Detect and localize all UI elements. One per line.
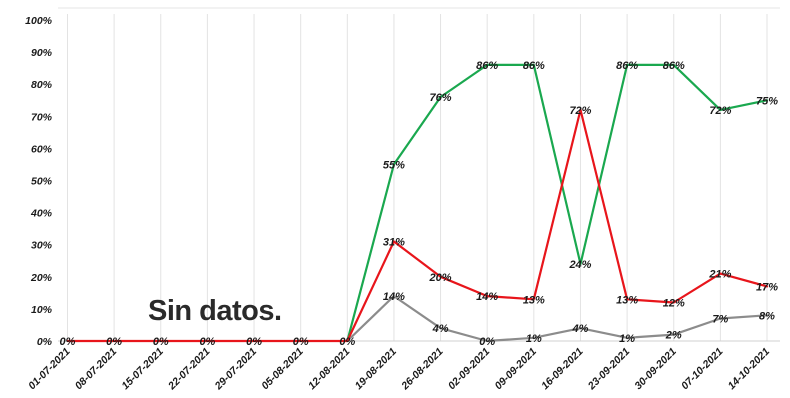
x-tick-label: 30-09-2021 (632, 346, 679, 393)
y-tick-label: 60% (31, 143, 53, 155)
y-tick-label: 10% (31, 304, 53, 316)
x-axis-ticks: 01-07-2021 08-07-2021 15-07-2021 22-07-2021… (26, 346, 772, 393)
data-label: 21% (708, 269, 731, 281)
data-label: 76% (430, 92, 452, 104)
y-tick-label: 50% (31, 176, 53, 188)
data-label: 14% (476, 291, 498, 303)
y-tick-label: 40% (30, 208, 53, 220)
data-label: 24% (568, 259, 591, 271)
data-label: 4% (432, 323, 449, 335)
x-tick-label: 22-07-2021 (165, 346, 212, 393)
data-label: 0% (293, 336, 309, 348)
data-label: 55% (383, 159, 405, 171)
no-data-annotation: Sin datos. (148, 295, 282, 327)
data-labels: 55% 76% 86% 86% 24% 86% 86% 72% 75% 0% 0% 0% 0% 0% 0% 0… (60, 60, 779, 348)
y-tick-label: 20% (30, 272, 53, 284)
x-tick-label: 05-08-2021 (259, 346, 306, 393)
x-tick-label: 02-09-2021 (446, 346, 493, 393)
data-label: 20% (429, 272, 452, 284)
x-tick-label: 19-08-2021 (353, 346, 400, 393)
data-label: 12% (663, 297, 685, 309)
data-label: 0% (479, 336, 495, 348)
series-line (346, 295, 769, 343)
y-tick-label: 80% (31, 79, 53, 91)
data-label: 72% (569, 105, 591, 117)
data-label: 1% (526, 333, 542, 345)
data-label: 0% (199, 336, 215, 348)
y-tick-label: 0% (37, 336, 53, 348)
data-label: 13% (523, 294, 545, 306)
data-label: 2% (665, 330, 682, 342)
x-tick-label: 07-10-2021 (679, 346, 726, 393)
data-label: 72% (709, 105, 731, 117)
y-tick-label: 100% (25, 15, 53, 27)
data-label: 86% (616, 60, 638, 72)
x-tick-label: 15-07-2021 (119, 346, 166, 393)
data-label: 4% (572, 323, 589, 335)
data-label: 14% (383, 291, 405, 303)
data-label: 86% (523, 60, 545, 72)
data-label: 0% (60, 336, 76, 348)
series-lines (66, 63, 769, 343)
data-label: 17% (756, 281, 778, 293)
x-tick-label: 26-08-2021 (399, 346, 446, 393)
data-label: 86% (476, 60, 498, 72)
x-tick-label: 09-09-2021 (492, 346, 539, 393)
data-label: 86% (663, 60, 685, 72)
y-tick-label: 30% (31, 240, 53, 252)
data-label: 13% (616, 294, 638, 306)
x-tick-label: 29-07-2021 (212, 346, 259, 393)
series-line (66, 108, 769, 343)
x-tick-label: 01-07-2021 (26, 346, 73, 393)
data-label: 7% (712, 314, 728, 326)
data-label: 0% (339, 336, 355, 348)
x-tick-label: 12-08-2021 (306, 346, 353, 393)
y-tick-label: 70% (31, 111, 53, 123)
x-tick-label: 08-07-2021 (73, 346, 120, 393)
data-label: 0% (106, 336, 122, 348)
data-label: 0% (153, 336, 169, 348)
data-label: 75% (756, 95, 778, 107)
data-label: 8% (759, 310, 775, 322)
y-axis-ticks: 0% 10% 20% 30% 40% 50% 60% 70% 80% 90% 100% (25, 15, 53, 348)
x-tick-label: 23-09-2021 (585, 346, 632, 393)
x-tick-label: 14-10-2021 (726, 346, 773, 393)
x-tick-label: 16-09-2021 (539, 346, 586, 393)
data-label: 0% (246, 336, 262, 348)
series-line (346, 63, 769, 343)
data-label: 1% (619, 333, 635, 345)
y-tick-label: 90% (31, 47, 53, 59)
data-label: 31% (383, 236, 405, 248)
